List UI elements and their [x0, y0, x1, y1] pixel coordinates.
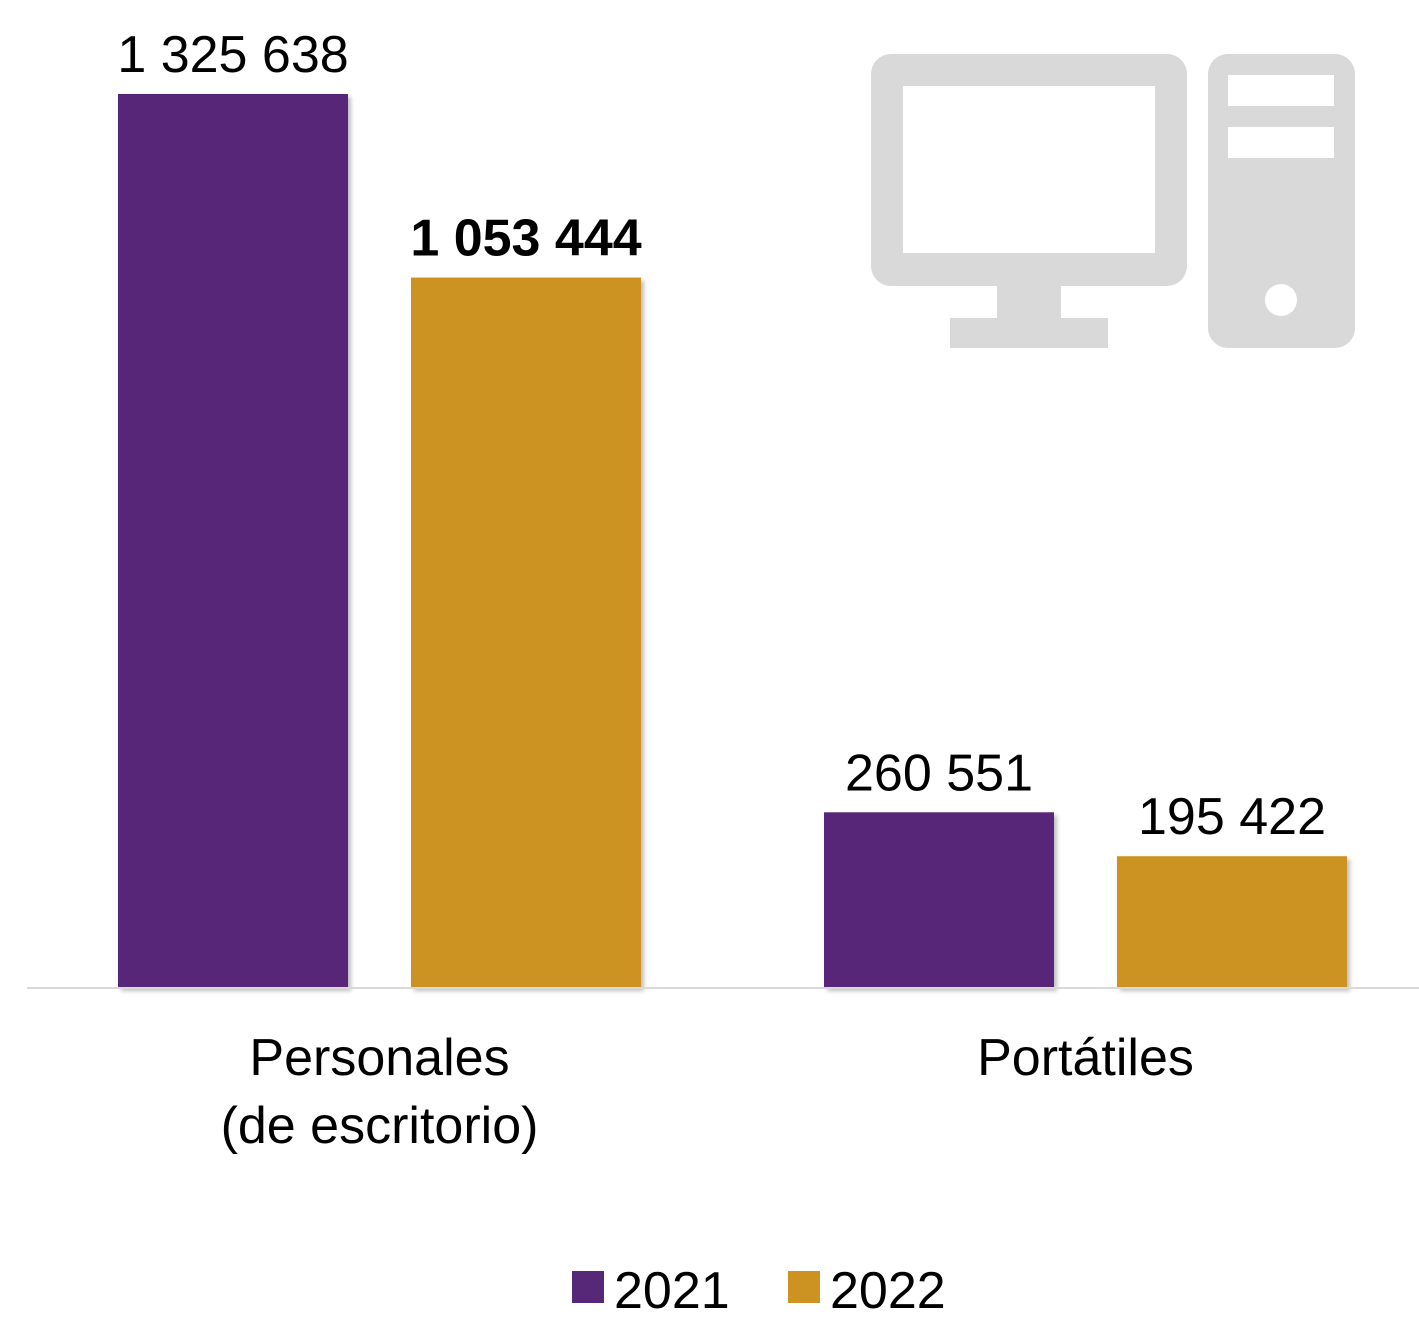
legend-swatch-2021: [572, 1271, 604, 1303]
data-label-2022-0: 1 053 444: [410, 210, 641, 268]
data-labels-layer: 1 325 638 260 551 1 053 444 195 422: [117, 26, 1326, 846]
data-label-2021-1: 260 551: [845, 744, 1033, 802]
legend-label-2021: 2021: [614, 1262, 730, 1318]
bar-2022-0: [411, 277, 641, 988]
bars-layer: [118, 94, 1347, 988]
bar-2021-0: [118, 94, 348, 988]
bar-2021-1: [824, 812, 1054, 988]
data-label-2022-1: 195 422: [1138, 788, 1326, 846]
bar-2022-1: [1117, 856, 1347, 988]
category-label-1-line-0: Portátiles: [977, 1029, 1194, 1087]
category-label-0-line-1: (de escritorio): [221, 1097, 539, 1155]
legend-label-2022: 2022: [830, 1262, 946, 1318]
legend: 2021 2022: [572, 1262, 946, 1318]
category-label-0-line-0: Personales: [249, 1029, 509, 1087]
legend-swatch-2022: [788, 1271, 820, 1303]
data-label-2021-0: 1 325 638: [117, 26, 348, 84]
desktop-computer-icon: [871, 54, 1355, 348]
category-labels-layer: Personales (de escritorio) Portátiles: [221, 1029, 1194, 1155]
